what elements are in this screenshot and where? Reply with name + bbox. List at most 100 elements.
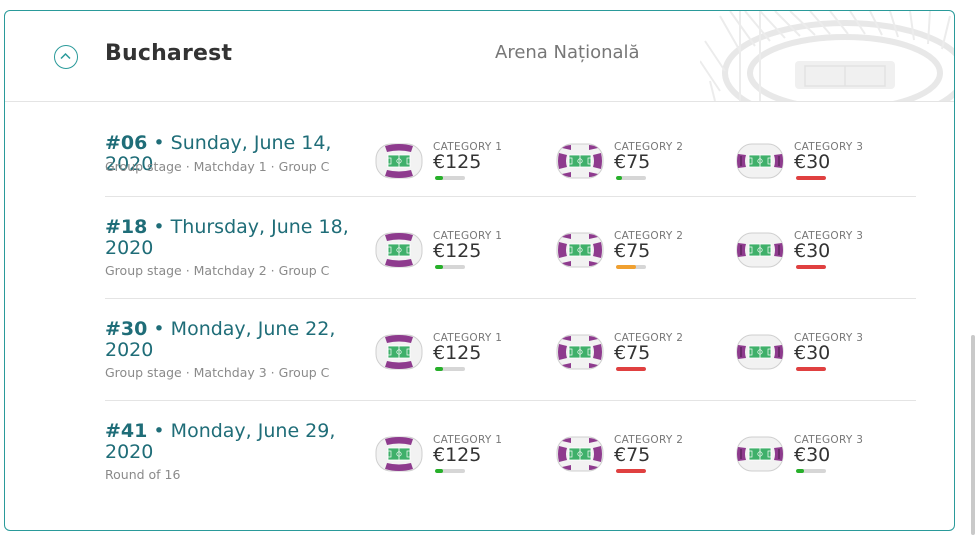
availability-fill [616,176,622,180]
category-price: €75 [614,240,651,262]
category-label: CATEGORY 2 [614,141,684,153]
ticket-category-3[interactable]: CATEGORY 3 €30 [736,230,896,280]
availability-bar [796,469,826,473]
match-number: #06 [105,132,148,154]
venue-name: Arena Națională [495,42,640,63]
availability-fill [435,176,443,180]
category-price: €125 [433,342,482,364]
availability-bar [796,176,826,180]
availability-bar [796,265,826,269]
match-subtitle: Group stage · Matchday 1 · Group C [105,159,330,174]
availability-fill [796,469,804,473]
category-label: CATEGORY 1 [433,230,503,242]
category-label: CATEGORY 1 [433,141,503,153]
availability-fill [796,176,826,180]
ticket-category-1[interactable]: CATEGORY 1 €125 [375,332,535,382]
stadium-map-icon [736,143,784,179]
stadium-map-icon [736,334,784,370]
separator: • [147,216,171,238]
category-price: €30 [794,240,831,262]
scrollbar[interactable] [971,335,975,535]
availability-bar [796,367,826,371]
stadium-map-icon [375,334,423,370]
availability-bar [435,367,465,371]
availability-bar [616,469,646,473]
stadium-map-icon [375,232,423,268]
availability-fill [435,469,443,473]
separator: • [147,318,171,340]
availability-bar [435,469,465,473]
category-price: €125 [433,240,482,262]
category-price: €30 [794,151,831,173]
category-price: €30 [794,342,831,364]
stadium-map-icon [736,436,784,472]
ticket-category-2[interactable]: CATEGORY 2 €75 [556,332,716,382]
separator: • [147,420,171,442]
match-title[interactable]: #41 • Monday, June 29, 2020 [105,421,377,463]
stadium-map-icon [375,436,423,472]
availability-fill [796,265,826,269]
availability-fill [435,367,443,371]
stadium-watermark-icon [700,11,954,101]
availability-bar [616,265,646,269]
ticket-category-1[interactable]: CATEGORY 1 €125 [375,141,535,191]
category-label: CATEGORY 2 [614,332,684,344]
match-subtitle: Group stage · Matchday 3 · Group C [105,365,330,380]
city-name: Bucharest [105,41,233,66]
availability-fill [616,469,646,473]
category-price: €75 [614,151,651,173]
venue-card: Bucharest Arena Națională #06 • Sunday, … [4,10,955,531]
category-label: CATEGORY 3 [794,230,864,242]
category-label: CATEGORY 1 [433,332,503,344]
availability-fill [616,265,636,269]
category-label: CATEGORY 3 [794,141,864,153]
match-number: #30 [105,318,148,340]
category-label: CATEGORY 2 [614,230,684,242]
category-label: CATEGORY 1 [433,434,503,446]
row-divider [105,298,916,299]
ticket-category-2[interactable]: CATEGORY 2 €75 [556,434,716,484]
match-date: Monday, June 29, 2020 [105,420,336,463]
category-price: €75 [614,444,651,466]
row-divider [105,400,916,401]
availability-bar [616,367,646,371]
category-price: €125 [433,151,482,173]
category-price: €75 [614,342,651,364]
category-price: €30 [794,444,831,466]
stadium-map-icon [556,436,604,472]
match-title[interactable]: #30 • Monday, June 22, 2020 [105,319,377,361]
category-price: €125 [433,444,482,466]
stadium-map-icon [736,232,784,268]
venue-header[interactable]: Bucharest Arena Națională [5,11,954,102]
ticket-category-2[interactable]: CATEGORY 2 €75 [556,141,716,191]
ticket-category-2[interactable]: CATEGORY 2 €75 [556,230,716,280]
ticket-category-1[interactable]: CATEGORY 1 €125 [375,230,535,280]
match-number: #18 [105,216,148,238]
match-subtitle: Group stage · Matchday 2 · Group C [105,263,330,278]
category-label: CATEGORY 3 [794,434,864,446]
match-number: #41 [105,420,148,442]
category-label: CATEGORY 2 [614,434,684,446]
stadium-map-icon [556,334,604,370]
stadium-map-icon [375,143,423,179]
availability-bar [435,176,465,180]
availability-bar [435,265,465,269]
ticket-category-1[interactable]: CATEGORY 1 €125 [375,434,535,484]
match-subtitle: Round of 16 [105,467,181,482]
match-date: Monday, June 22, 2020 [105,318,336,361]
availability-bar [616,176,646,180]
availability-fill [435,265,443,269]
match-title[interactable]: #06 • Sunday, June 14, 2020 [105,133,377,175]
ticket-category-3[interactable]: CATEGORY 3 €30 [736,332,896,382]
ticket-category-3[interactable]: CATEGORY 3 €30 [736,141,896,191]
match-title[interactable]: #18 • Thursday, June 18, 2020 [105,217,377,259]
ticket-category-3[interactable]: CATEGORY 3 €30 [736,434,896,484]
chevron-up-circle-icon[interactable] [54,45,78,69]
match-date: Thursday, June 18, 2020 [105,216,349,259]
match-date: Sunday, June 14, 2020 [105,132,332,175]
separator: • [147,132,171,154]
availability-fill [796,367,826,371]
row-divider [105,196,916,197]
stadium-map-icon [556,232,604,268]
availability-fill [616,367,646,371]
